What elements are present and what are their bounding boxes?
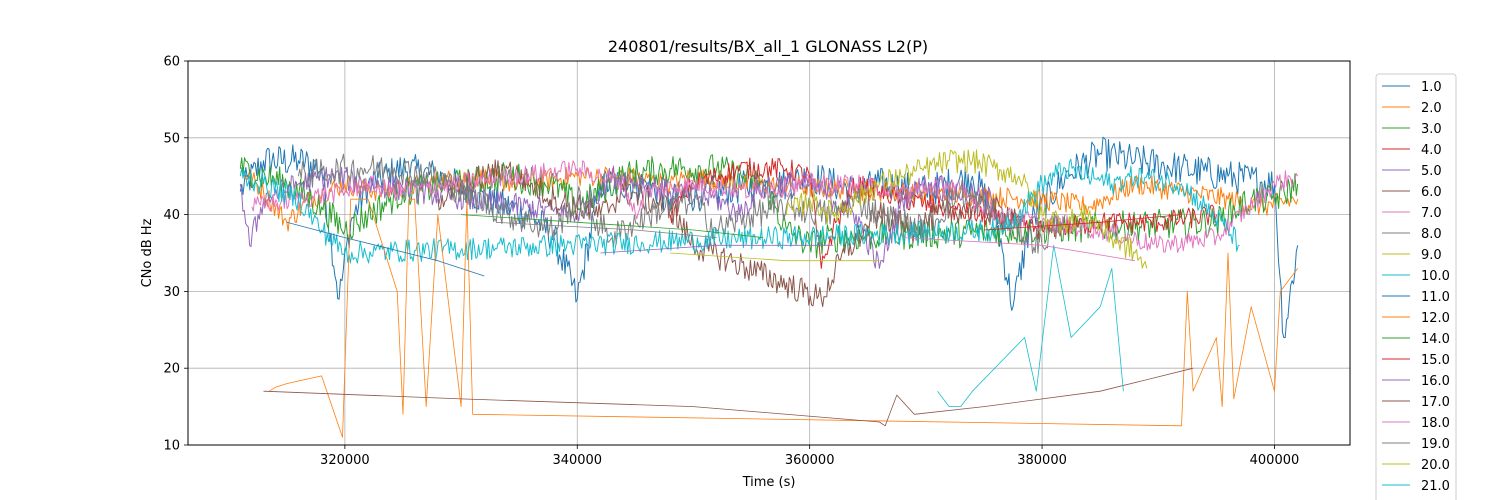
series-line-18.0 (902, 237, 1136, 262)
x-tick-label: 320000 (320, 453, 370, 468)
legend-label: 5.0 (1421, 164, 1442, 179)
x-tick-label: 360000 (785, 453, 835, 468)
legend-label: 12.0 (1421, 311, 1450, 326)
y-tick-label: 30 (163, 285, 180, 300)
y-tick-label: 60 (163, 55, 180, 70)
legend-label: 2.0 (1421, 101, 1442, 116)
legend-label: 18.0 (1421, 416, 1450, 431)
legend-label: 6.0 (1421, 185, 1442, 200)
series-line-14.0 (461, 214, 764, 238)
plot-frame (187, 60, 1351, 446)
legend-label: 11.0 (1421, 290, 1450, 305)
series-line-9.0 (785, 149, 1148, 269)
y-tick-label: 10 (163, 439, 180, 454)
y-tick-label: 40 (163, 208, 180, 223)
series-line-4.0 (669, 157, 1217, 269)
legend-label: 7.0 (1421, 206, 1442, 221)
legend-label: 15.0 (1421, 353, 1450, 368)
y-tick-label: 20 (163, 362, 180, 377)
series-line-10.0 (239, 158, 1240, 264)
legend-label: 17.0 (1421, 395, 1450, 410)
series-line-11.0 (286, 221, 485, 277)
legend-label: 8.0 (1421, 227, 1442, 242)
series-line-20.0 (670, 252, 880, 262)
legend-label: 4.0 (1421, 143, 1442, 158)
series-line-19.0 (495, 221, 717, 238)
legend-label: 10.0 (1421, 269, 1450, 284)
legend-label: 16.0 (1421, 374, 1450, 389)
legend-label: 9.0 (1421, 248, 1442, 263)
legend: 1.0 2.0 3.0 4.0 5.0 6.0 7.0 8.0 9.0 10.0 11.0 12.0 1… (1375, 73, 1457, 500)
series-line-3.0 (239, 154, 1299, 259)
legend-label: 14.0 (1421, 332, 1450, 347)
series-line-15.0 (983, 214, 1182, 231)
legend-label: 1.0 (1421, 80, 1442, 95)
y-axis-label: CNo dB Hz (140, 218, 155, 287)
chart-title: 240801/results/BX_all_1 GLONASS L2(P) (608, 37, 928, 57)
x-tick-label: 340000 (552, 453, 602, 468)
y-axis-ticks: 10 20 30 40 50 60 (163, 55, 188, 454)
series-line-6.0 (437, 159, 1020, 308)
legend-label: 3.0 (1421, 122, 1442, 137)
series-line-21.0 (937, 244, 1124, 407)
series-lines (239, 136, 1299, 438)
series-line-16.0 (600, 244, 833, 254)
legend-box (1375, 73, 1457, 500)
x-tick-label: 380000 (1017, 453, 1067, 468)
x-tick-label: 400000 (1250, 453, 1300, 468)
y-tick-label: 50 (163, 131, 180, 146)
legend-label: 19.0 (1421, 437, 1450, 452)
series-line-8.0 (297, 153, 1066, 254)
series-line-12.0 (269, 198, 1299, 438)
x-axis-label: Time (s) (742, 475, 796, 490)
legend-label: 21.0 (1421, 479, 1450, 494)
legend-label: 20.0 (1421, 458, 1450, 473)
series-line-17.0 (263, 367, 1194, 427)
x-axis-ticks: 320000 340000 360000 380000 400000 (320, 445, 1299, 468)
series-line-7.0 (251, 160, 1299, 253)
